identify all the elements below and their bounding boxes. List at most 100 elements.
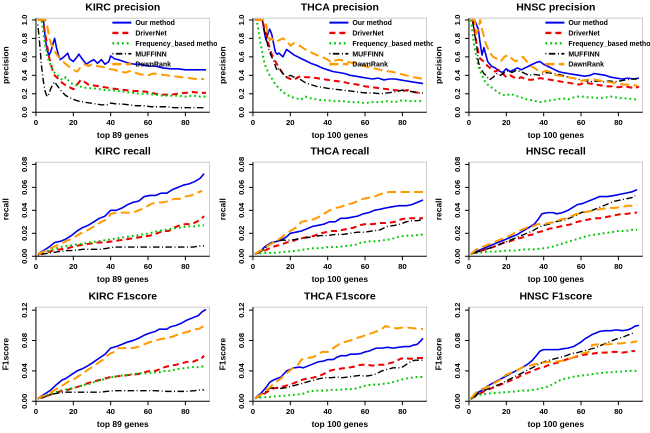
x-tick-label: 40 (323, 118, 332, 127)
legend-label: Our method (135, 20, 175, 27)
x-tick-label: 60 (360, 118, 369, 127)
x-tick-label: 40 (106, 263, 115, 272)
y-axis-label: recall (0, 198, 10, 220)
x-axis-label: top 100 genes (311, 130, 368, 140)
y-tick-label: 0.12 (237, 302, 246, 318)
x-tick-label: 60 (144, 407, 153, 416)
legend-label: DawnRank (569, 62, 605, 69)
legend-label: MUFFINN (135, 51, 166, 58)
x-axis-label: top 89 genes (97, 130, 149, 140)
series-muffinn (254, 19, 423, 95)
legend-label: DriverNet (352, 31, 384, 38)
legend-label: Our method (352, 20, 392, 27)
y-axis-label: F1score (217, 337, 227, 370)
y-tick-label: 0.2 (453, 88, 462, 99)
y-axis-label: recall (434, 198, 444, 220)
series-our-method (254, 199, 423, 255)
chart-title: THCA F1score (304, 291, 376, 302)
panel-hnsc-f1score: HNSC F1score 0.00 0.04 0.08 0.12 0 20 40 60 80 F1s… (433, 289, 650, 433)
x-tick-label: 80 (614, 407, 623, 416)
series-dawnrank (37, 18, 205, 81)
y-tick-label: 0.08 (237, 332, 246, 348)
series-muffinn (37, 24, 205, 109)
y-tick-label: 0.00 (453, 249, 462, 264)
x-tick-label: 0 (250, 118, 254, 127)
y-axis-label: precision (0, 46, 10, 84)
y-tick-label: 0.8 (20, 32, 29, 43)
legend-label: MUFFINN (569, 51, 600, 58)
y-tick-label: 0.06 (237, 179, 246, 195)
series-muffinn (37, 245, 205, 257)
x-tick-label: 0 (34, 407, 38, 416)
y-tick-label: 0.06 (453, 179, 462, 195)
x-tick-label: 20 (286, 407, 295, 416)
series-our-method (254, 19, 423, 85)
series-our-method (37, 19, 206, 71)
axis-lines (252, 306, 427, 402)
y-tick-label: 0.08 (237, 156, 246, 172)
y-tick-label: 1.0 (453, 15, 462, 26)
series-dawnrank (254, 18, 423, 80)
series-drivernet (254, 18, 423, 94)
series-frequency-based-method (254, 18, 423, 105)
legend-label: DriverNet (569, 31, 601, 38)
series-muffinn (470, 331, 636, 400)
x-tick-label: 60 (144, 118, 153, 127)
plot-box (252, 162, 427, 257)
legend-label: Our method (569, 20, 609, 27)
chart-kirc-precision: KIRC precision 0.0 0.2 0.4 0.6 0.8 1.0 0 20 40 60 8… (0, 3, 216, 141)
series-frequency-based-method (470, 19, 640, 104)
axis-lines (252, 162, 427, 258)
x-tick-label: 40 (540, 407, 549, 416)
x-tick-label: 20 (502, 407, 511, 416)
series-drivernet (37, 215, 205, 256)
panel-hnsc-recall: HNSC recall 0.00 0.02 0.04 0.06 0.08 0 20 40 60 80… (433, 144, 650, 288)
x-tick-label: 80 (181, 407, 190, 416)
series-frequency-based-method (471, 229, 638, 256)
y-tick-label: 0.2 (20, 88, 29, 99)
chart-hnsc-recall: HNSC recall 0.00 0.02 0.04 0.06 0.08 0 20 40 60 80… (434, 147, 644, 285)
y-tick-label: 0.0 (237, 107, 246, 118)
chart-title: KIRC F1score (88, 291, 157, 302)
x-tick-label: 20 (69, 407, 78, 416)
y-tick-label: 0.4 (237, 69, 246, 80)
y-tick-label: 0.00 (237, 393, 246, 408)
series-drivernet (470, 211, 638, 256)
y-tick-label: 0.0 (20, 107, 29, 118)
y-tick-label: 0.2 (237, 88, 246, 99)
chart-thca-f1score: THCA F1score 0.00 0.04 0.08 0.12 0 20 40 60 80 F1s… (217, 291, 427, 429)
series-drivernet (37, 354, 205, 399)
y-tick-label: 0.12 (453, 302, 462, 318)
y-tick-label: 0.00 (20, 249, 29, 264)
series-muffinn (254, 219, 423, 255)
y-tick-label: 0.08 (20, 156, 29, 172)
y-tick-label: 0.00 (237, 249, 246, 264)
x-tick-label: 80 (398, 263, 407, 272)
chart-title: THCA recall (310, 147, 369, 158)
chart-hnsc-f1score: HNSC F1score 0.00 0.04 0.08 0.12 0 20 40 60 80 F1s… (434, 291, 644, 429)
panel-kirc-recall: KIRC recall 0.00 0.02 0.04 0.06 0.08 0 20 40 60 80… (0, 144, 217, 288)
legend-label: DriverNet (135, 31, 167, 38)
x-tick-label: 0 (467, 407, 471, 416)
y-tick-label: 0.06 (20, 179, 29, 195)
y-tick-label: 0.04 (453, 202, 462, 218)
y-axis-label: F1score (434, 337, 444, 370)
x-tick-label: 20 (69, 118, 78, 127)
y-tick-label: 0.04 (20, 202, 29, 218)
x-tick-label: 80 (398, 118, 407, 127)
chart-hnsc-precision: HNSC precision 0.0 0.2 0.4 0.6 0.8 1.0 0 20 40 60 8… (434, 3, 650, 141)
series-dawnrank (253, 324, 423, 399)
x-tick-label: 80 (398, 407, 407, 416)
chart-title: THCA precision (300, 3, 378, 14)
series-frequency-based-method (37, 18, 206, 98)
x-axis-label: top 100 genes (528, 130, 585, 140)
y-axis-label: F1score (0, 337, 10, 370)
series-muffinn (470, 195, 636, 255)
series-frequency-based-method (470, 369, 638, 400)
legend-label: DawnRank (135, 62, 171, 69)
series-dawnrank (37, 324, 207, 399)
y-tick-label: 0.0 (453, 107, 462, 118)
x-tick-label: 0 (250, 407, 254, 416)
y-tick-label: 0.04 (20, 362, 29, 378)
